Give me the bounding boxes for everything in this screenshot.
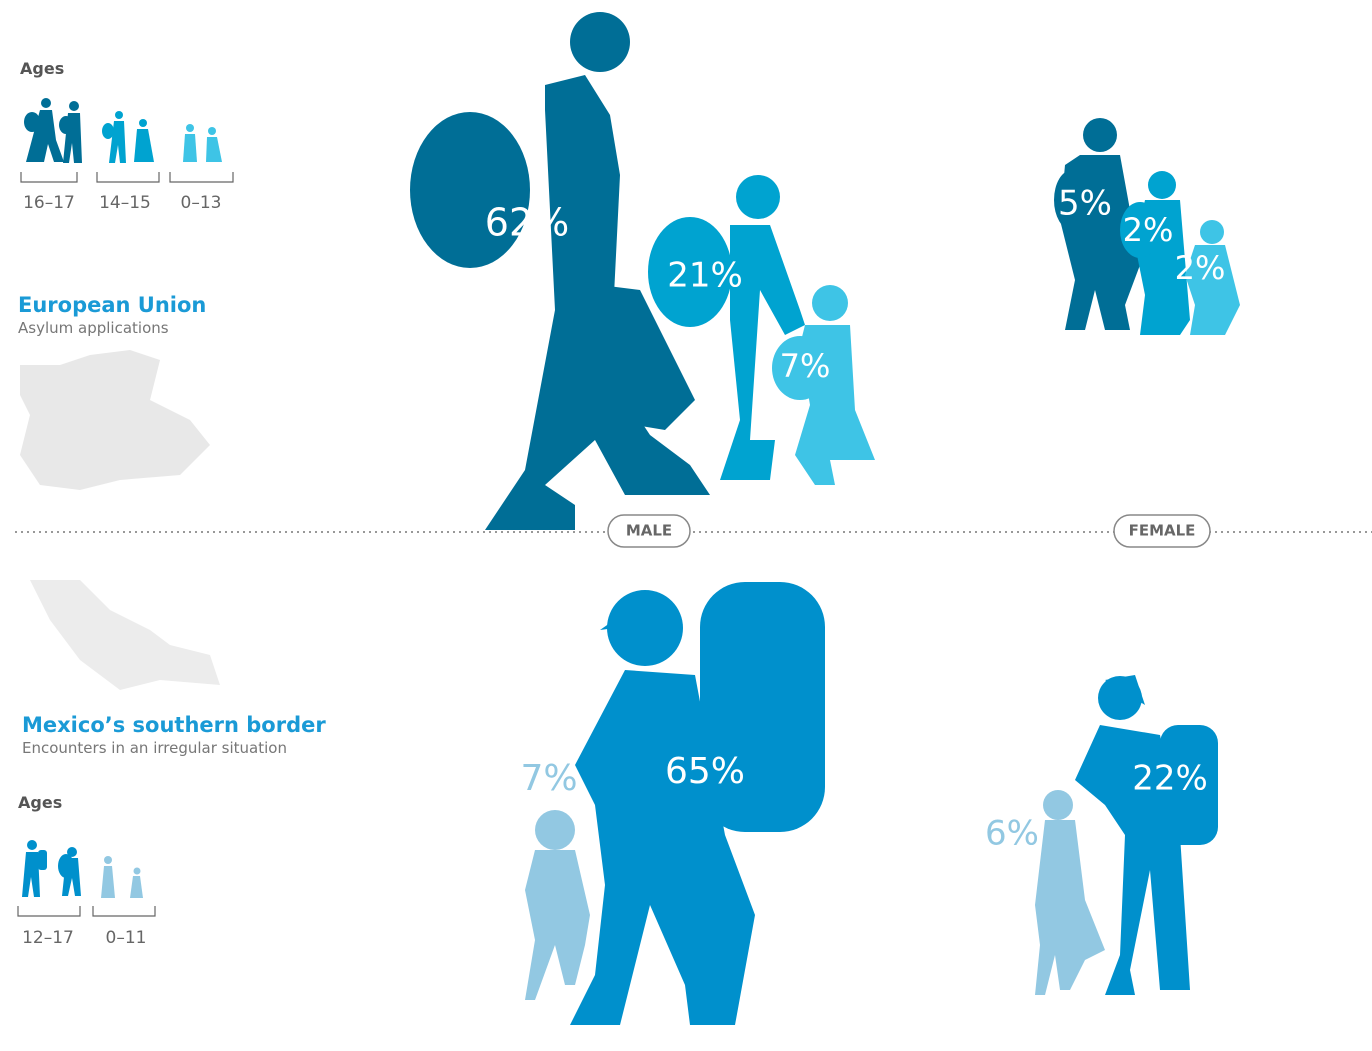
figure-male-14-15 (648, 175, 805, 480)
figure-male-0-11 (525, 810, 590, 1000)
figure-female-0-11 (1035, 790, 1105, 995)
region-title: European Union (18, 293, 206, 317)
ages-label: Ages (18, 793, 62, 812)
map-europe (20, 350, 210, 490)
percentage: 2% (1175, 249, 1226, 287)
region-title: Mexico’s southern border (22, 713, 326, 737)
percentage: 21% (667, 256, 743, 296)
age-group: 14–15 (99, 193, 151, 213)
percentage: 2% (1123, 211, 1174, 249)
infographic: Ages 16–17 14–15 0–13 European Union Asy… (0, 0, 1372, 1051)
percentage: 7% (780, 347, 831, 385)
age-icons (24, 98, 222, 163)
percentage: 7% (520, 758, 577, 799)
region-subtitle: Asylum applications (18, 319, 169, 337)
ages-label: Ages (20, 59, 64, 78)
age-bracket (21, 172, 233, 182)
percentage: 65% (665, 751, 745, 792)
age-group: 16–17 (23, 193, 75, 213)
age-icons (22, 840, 143, 898)
map-americas (30, 580, 220, 690)
percentage: 62% (485, 201, 569, 245)
age-group: 0–11 (106, 928, 147, 948)
percentage: 5% (1058, 184, 1112, 224)
age-bracket (18, 906, 155, 916)
figure-male-12-17 (570, 582, 825, 1025)
sex-label: MALE (626, 522, 672, 540)
age-group: 0–13 (181, 193, 222, 213)
sex-label: FEMALE (1129, 522, 1196, 540)
percentage: 6% (985, 814, 1039, 854)
age-group: 12–17 (22, 928, 74, 948)
region-subtitle: Encounters in an irregular situation (22, 739, 287, 757)
percentage: 22% (1132, 759, 1208, 799)
